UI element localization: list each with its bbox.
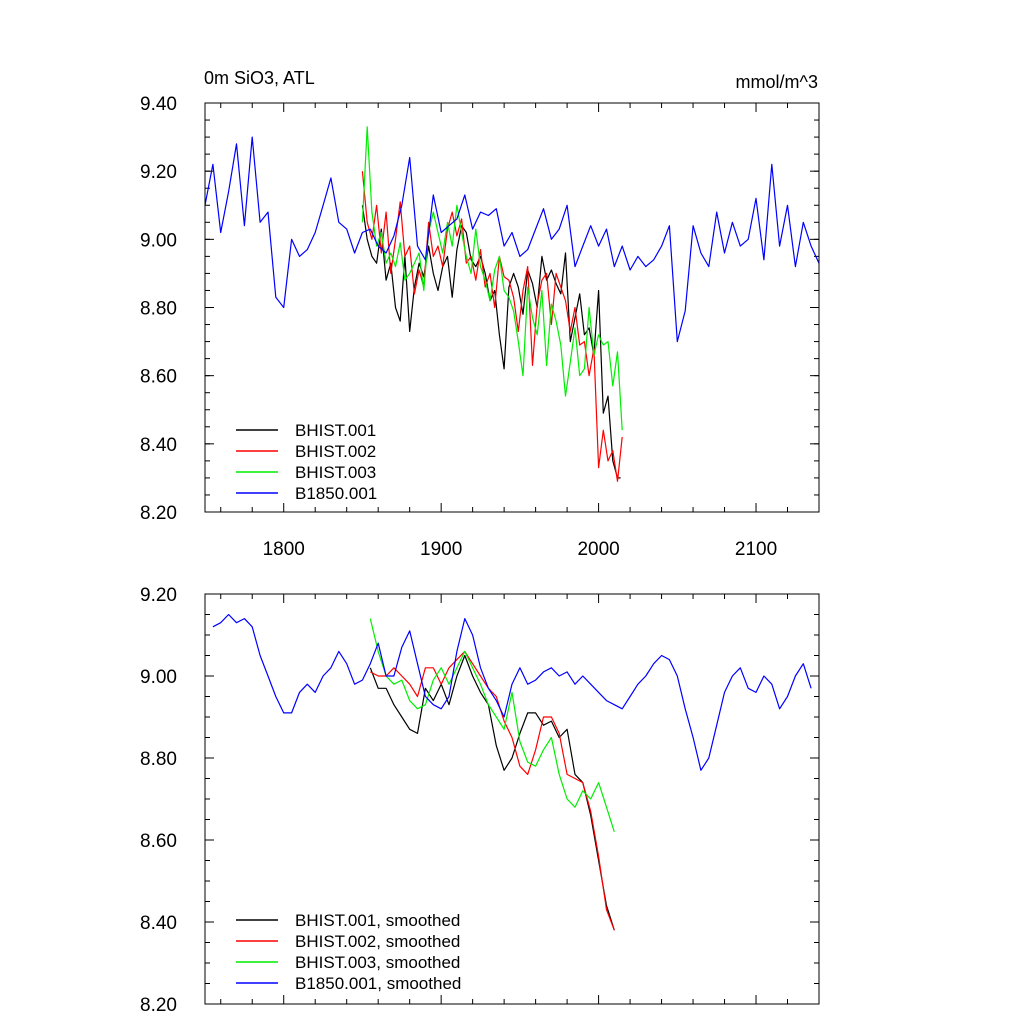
top-panel: 0m SiO3, ATL mmol/m^3 8.20 8.40 8.60 8.80 9.…	[140, 68, 820, 560]
bottom-y-tick-label: 8.40	[140, 913, 177, 934]
top-legend-label: BHIST.001	[295, 421, 376, 440]
top-y-tick-label: 8.20	[140, 503, 177, 524]
top-x-tick-label: 1900	[420, 539, 462, 560]
top-y-tick-label: 8.40	[140, 435, 177, 456]
top-y-tick-label: 8.80	[140, 299, 177, 320]
top-series-line-4	[204, 136, 820, 343]
top-y-tick-label: 9.20	[140, 162, 177, 183]
bottom-legend-label: BHIST.001, smoothed	[295, 911, 460, 930]
top-y-tick-label: 8.60	[140, 367, 177, 388]
bottom-series-line-2	[370, 650, 615, 931]
bottom-series-line-4	[212, 613, 812, 771]
top-y-tick-label: 9.00	[140, 230, 177, 251]
bottom-y-tick-label: 8.60	[140, 831, 177, 852]
top-x-tick-label: 2000	[577, 539, 619, 560]
top-legend-label: BHIST.002	[295, 442, 376, 461]
bottom-y-tick-label: 8.80	[140, 749, 177, 770]
bottom-plot-frame	[204, 593, 820, 1005]
bottom-legend-label: B1850.001, smoothed	[295, 974, 461, 993]
top-series-line-3	[361, 126, 623, 431]
bottom-series-line-3	[369, 618, 615, 832]
bottom-panel: 8.20 8.40 8.60 8.80 9.00 9.20 BHIST.001, smoo…	[140, 585, 820, 1016]
bottom-y-tick-label: 9.00	[140, 667, 177, 688]
top-panel-title: 0m SiO3, ATL	[204, 68, 315, 88]
bottom-series-line-1	[369, 654, 615, 931]
bottom-legend-label: BHIST.003, smoothed	[295, 953, 460, 972]
top-x-tick-label: 2100	[735, 539, 777, 560]
top-x-tick-label: 1800	[263, 539, 305, 560]
bottom-y-tick-label: 9.20	[140, 585, 177, 606]
top-legend-label: BHIST.003	[295, 463, 376, 482]
top-legend-label: B1850.001	[295, 484, 377, 503]
top-plot-frame	[204, 102, 820, 513]
bottom-y-tick-label: 8.20	[140, 995, 177, 1016]
top-panel-units: mmol/m^3	[736, 72, 818, 92]
bottom-legend-label: BHIST.002, smoothed	[295, 932, 460, 951]
top-y-tick-label: 9.40	[140, 94, 177, 115]
top-series-line-2	[361, 171, 623, 482]
top-series-line-1	[361, 205, 621, 479]
